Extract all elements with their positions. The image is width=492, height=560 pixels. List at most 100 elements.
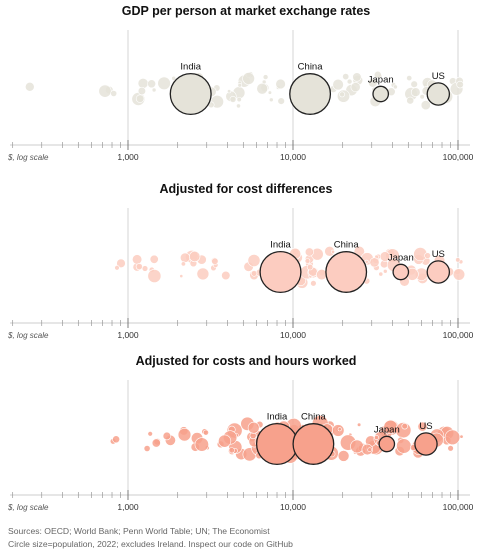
country-bubble — [132, 254, 143, 265]
country-bubble — [410, 80, 418, 88]
country-bubble — [406, 75, 413, 82]
country-bubble — [350, 82, 361, 93]
country-bubble — [194, 437, 209, 452]
label-china: China — [301, 412, 327, 423]
country-bubble — [373, 70, 382, 79]
country-bubble — [332, 78, 344, 91]
country-bubble — [304, 258, 311, 264]
country-bubble — [114, 265, 120, 271]
country-bubble — [228, 447, 235, 454]
country-bubble — [151, 87, 157, 93]
country-bubble — [236, 96, 242, 103]
country-bubble — [417, 421, 428, 432]
x-axis-label: $, log scale — [7, 503, 49, 512]
country-bubble — [149, 254, 159, 264]
bubble-us — [426, 82, 451, 106]
label-china: China — [334, 240, 360, 251]
country-bubble — [346, 78, 353, 85]
country-bubble — [147, 269, 162, 283]
x-tick-label: 100,000 — [443, 330, 474, 340]
bubble-india — [255, 422, 299, 466]
country-bubble — [211, 257, 219, 265]
x-tick-label: 1,000 — [117, 330, 139, 340]
country-bubble — [221, 270, 231, 281]
country-bubble — [135, 263, 143, 271]
country-bubble — [247, 421, 260, 434]
country-bubble — [202, 429, 209, 436]
country-bubble — [189, 250, 201, 263]
country-bubble — [452, 268, 466, 281]
country-bubble — [151, 438, 161, 448]
chart-title: Adjusted for cost differences — [160, 182, 333, 196]
country-bubble — [137, 86, 146, 96]
country-bubble — [337, 450, 350, 462]
label-japan: Japan — [388, 252, 414, 263]
country-bubble — [424, 252, 431, 259]
country-bubble — [330, 249, 335, 254]
bubble-india — [169, 72, 212, 116]
country-bubble — [256, 82, 269, 95]
country-bubble — [116, 258, 126, 268]
country-bubble — [361, 443, 373, 456]
bubble-japan — [378, 435, 396, 453]
label-japan: Japan — [374, 424, 400, 435]
other-countries — [24, 70, 464, 111]
bubble-china — [292, 423, 335, 465]
country-bubble — [456, 80, 464, 89]
country-bubble — [406, 96, 415, 105]
country-bubble — [179, 274, 184, 279]
circle-size-note: Circle size=population, 2022; excludes I… — [8, 539, 293, 549]
country-bubble — [218, 434, 232, 448]
country-bubble — [378, 271, 384, 277]
chart-title: GDP per person at market exchange rates — [122, 4, 371, 18]
label-india: India — [270, 240, 291, 251]
x-tick-label: 100,000 — [443, 152, 474, 162]
country-bubble — [196, 267, 210, 281]
country-bubble — [24, 82, 35, 92]
country-bubble — [419, 94, 425, 100]
country-bubble — [364, 259, 369, 264]
bubble-china — [289, 73, 332, 115]
bubble-india — [259, 250, 302, 294]
country-bubble — [227, 89, 232, 94]
x-tick-label: 10,000 — [280, 502, 306, 512]
country-bubble — [304, 247, 314, 257]
x-tick-label: 10,000 — [280, 330, 306, 340]
country-bubble — [379, 251, 391, 262]
country-bubble — [352, 72, 362, 82]
x-tick-label: 1,000 — [117, 502, 139, 512]
bubble-us — [426, 260, 451, 284]
country-bubble — [357, 422, 362, 427]
country-bubble — [267, 90, 273, 95]
country-bubble — [247, 254, 261, 267]
bubble-japan — [372, 85, 390, 103]
country-bubble — [350, 439, 364, 454]
country-bubble — [306, 263, 314, 271]
bubble-japan — [392, 263, 410, 281]
chart-panel-2: Adjusted for cost differences 1,000 10,000… — [7, 182, 474, 340]
country-bubble — [180, 261, 186, 267]
country-bubble — [420, 100, 431, 111]
country-bubble — [277, 97, 285, 105]
country-bubble — [268, 97, 274, 103]
country-bubble — [147, 431, 153, 437]
country-bubble — [229, 96, 237, 103]
country-bubble — [337, 427, 342, 432]
country-bubble — [455, 257, 461, 263]
x-axis-label: $, log scale — [7, 153, 49, 162]
country-bubble — [262, 74, 269, 80]
country-bubble — [157, 76, 171, 91]
country-bubble — [310, 280, 317, 287]
country-bubble — [110, 90, 118, 97]
country-bubble — [237, 83, 242, 88]
country-bubble — [369, 257, 380, 268]
country-bubble — [401, 423, 408, 430]
country-bubble — [392, 84, 398, 90]
country-bubble — [147, 79, 156, 89]
country-bubble — [410, 87, 421, 97]
label-us: US — [419, 421, 432, 432]
x-tick-label: 1,000 — [117, 152, 139, 162]
country-bubble — [261, 79, 267, 85]
country-bubble — [242, 72, 255, 85]
